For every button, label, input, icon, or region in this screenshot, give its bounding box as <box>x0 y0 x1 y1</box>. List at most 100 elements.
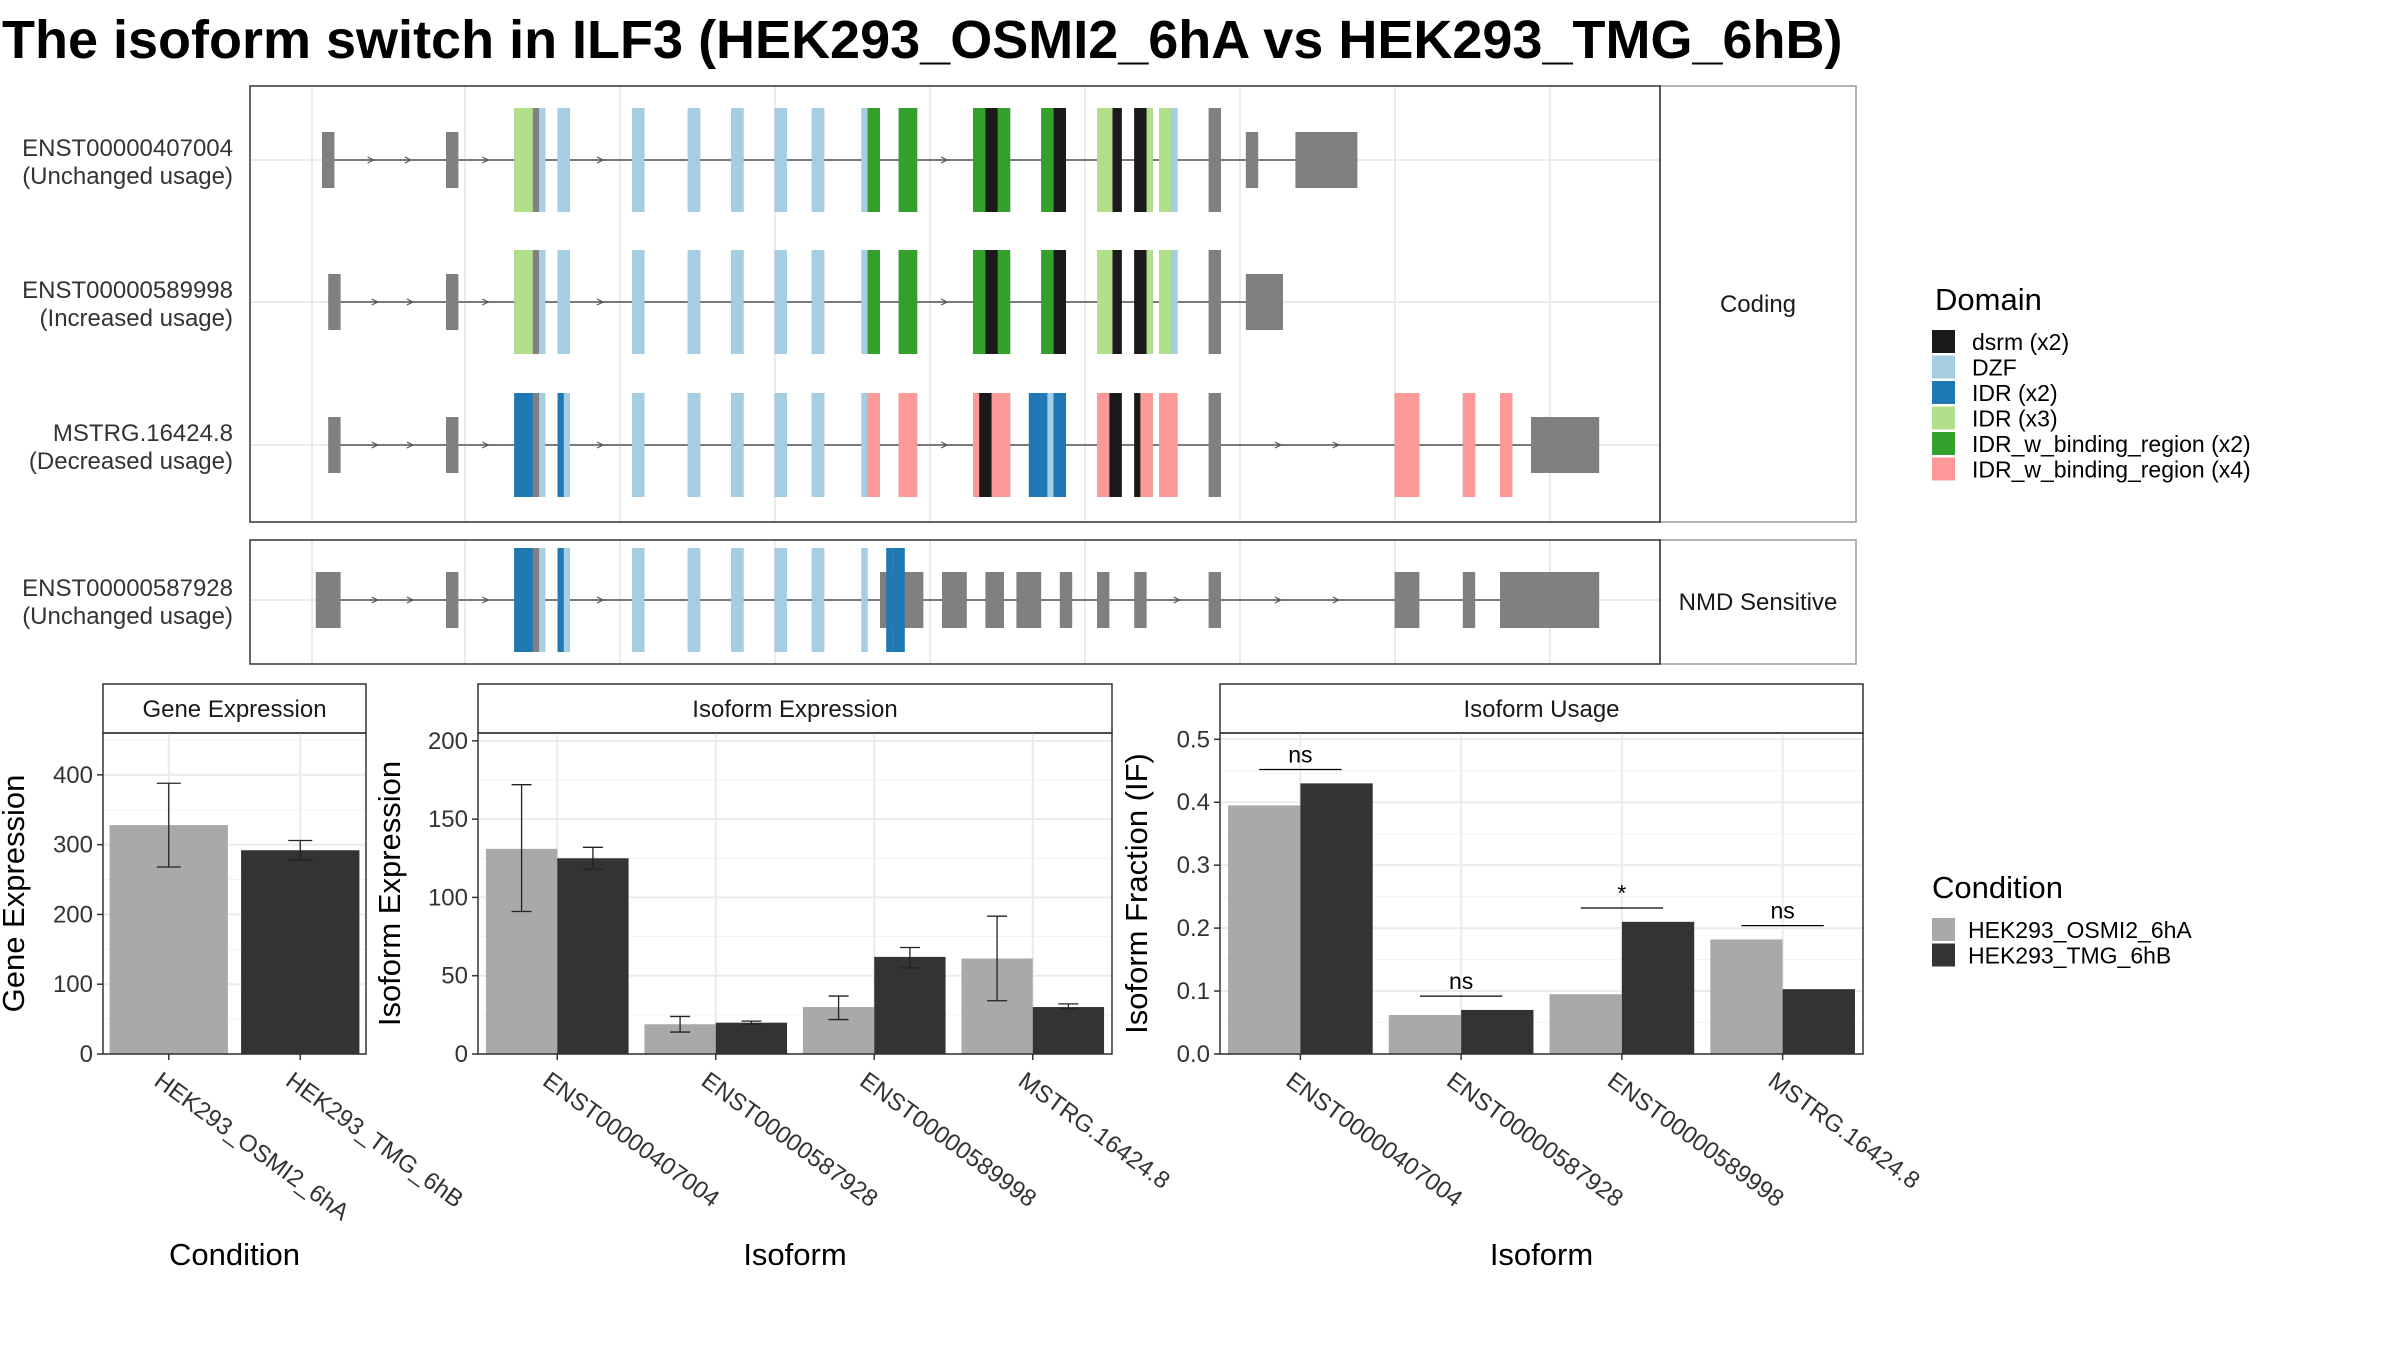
domain-segment <box>563 548 570 652</box>
domain-segment <box>979 393 992 497</box>
y-tick-label: 200 <box>428 728 468 755</box>
domain-segment <box>687 108 701 212</box>
x-axis-title: Isoform <box>1490 1237 1593 1272</box>
domain-segment <box>1041 108 1054 212</box>
domain-segment <box>811 250 825 354</box>
domain-segment <box>867 250 880 354</box>
strand-arrow <box>482 441 490 449</box>
domain-segment <box>1097 393 1110 497</box>
domain-legend-key <box>1932 381 1955 404</box>
bar <box>1032 1007 1105 1054</box>
domain-segment <box>1171 250 1178 354</box>
domain-segment <box>1159 108 1172 212</box>
domain-segment <box>687 250 701 354</box>
y-tick-label: 400 <box>53 762 93 789</box>
transcript-usage-label: (Increased usage) <box>40 305 233 332</box>
domain-segment <box>1462 393 1476 497</box>
strand-arrow <box>406 596 415 604</box>
y-axis-title: Isoform Fraction (IF) <box>1119 753 1154 1034</box>
domain-segment <box>861 108 868 212</box>
transcript-ENST00000587928: ENST00000587928(Unchanged usage) <box>22 548 1600 652</box>
exon <box>1097 572 1110 628</box>
chart-strip <box>477 683 1113 734</box>
domain-segment <box>861 250 868 354</box>
y-tick-label: 100 <box>428 884 468 911</box>
domain-segment <box>731 250 744 354</box>
transcript-usage-label: (Decreased usage) <box>29 448 233 475</box>
condition-legend-label: HEK293_TMG_6hB <box>1968 943 2171 969</box>
domain-legend-label: IDR_w_binding_region (x4) <box>1972 457 2251 483</box>
y-axis-title: Isoform Expression <box>372 761 407 1026</box>
x-axis-title: Isoform <box>743 1237 846 1272</box>
domain-legend-key <box>1932 406 1955 430</box>
exon <box>1208 250 1221 354</box>
y-tick-label: 200 <box>53 901 93 928</box>
facet-strip-label: NMD Sensitive <box>1679 589 1838 616</box>
chart-strip <box>1219 683 1864 734</box>
domain-segment <box>985 250 998 354</box>
domain-segment <box>811 108 825 212</box>
domain-segment <box>774 393 787 497</box>
domain-legend-key <box>1932 355 1955 379</box>
x-tick-label: ENST00000587928 <box>1442 1067 1628 1213</box>
domain-segment <box>861 548 868 652</box>
y-tick-label: 150 <box>428 806 468 833</box>
domain-segment <box>892 548 905 652</box>
domain-segment <box>687 393 701 497</box>
exon <box>322 132 335 188</box>
strand-arrow <box>1274 596 1283 604</box>
strand-arrow <box>596 441 605 449</box>
domain-segment <box>1112 250 1122 354</box>
domain-segment <box>774 548 787 652</box>
strand-arrow <box>406 441 415 449</box>
domain-segment <box>520 548 533 652</box>
plot-border <box>1219 732 1864 1055</box>
bar <box>715 1022 788 1054</box>
domain-legend-label: IDR_w_binding_region (x2) <box>1972 431 2251 457</box>
transcript-id-label: MSTRG.16424.8 <box>53 420 233 447</box>
chart-title: Isoform Expression <box>692 696 897 723</box>
domain-segment <box>731 393 744 497</box>
y-tick-label: 0.5 <box>1177 726 1210 753</box>
structure-panel-nmd-sensitive: NMD Sensitive <box>250 539 1857 665</box>
exon <box>328 417 341 473</box>
significance-label: ns <box>1288 742 1312 768</box>
significance-label: ns <box>1449 968 1473 994</box>
facet-strip <box>1659 85 1857 523</box>
strand-arrow <box>1332 596 1341 604</box>
transcript-id-label: ENST00000589998 <box>22 277 233 304</box>
condition-legend-title: Condition <box>1932 870 2063 905</box>
strand-arrow <box>596 156 605 164</box>
domain-segment <box>1097 250 1113 354</box>
domain-segment <box>557 393 564 497</box>
exon <box>328 274 341 330</box>
y-axis-title: Gene Expression <box>0 775 31 1013</box>
domain-segment <box>539 250 546 354</box>
transcript-ENST00000407004: ENST00000407004(Unchanged usage) <box>22 108 1358 212</box>
exon <box>315 572 341 628</box>
strand-arrow <box>940 298 949 306</box>
domain-segment <box>973 250 986 354</box>
domain-segment <box>514 108 533 212</box>
bar <box>1621 921 1695 1054</box>
domain-legend-key <box>1932 432 1955 455</box>
domain-legend-label: dsrm (x2) <box>1972 329 2069 355</box>
exon <box>1500 572 1600 628</box>
condition-legend-key <box>1932 918 1955 941</box>
transcript-MSTRG.16424.8: MSTRG.16424.8(Decreased usage) <box>29 393 1600 497</box>
x-tick-label: MSTRG.16424.8 <box>1013 1067 1175 1195</box>
chart-isoform-expression: Isoform Expression 0 50 100 150 200 ENST000004… <box>372 683 1175 1272</box>
domain-segment <box>1134 108 1147 212</box>
domain-segment <box>1134 393 1141 497</box>
strand-arrow <box>482 298 490 306</box>
transcript-usage-label: (Unchanged usage) <box>22 603 233 630</box>
chart-title: Gene Expression <box>142 696 326 723</box>
significance-label: ns <box>1770 898 1794 924</box>
exon <box>1245 274 1283 330</box>
y-tick-label: 100 <box>53 971 93 998</box>
strand-arrow <box>367 156 375 164</box>
domain-segment <box>898 393 918 497</box>
domain-segment <box>632 108 645 212</box>
exon <box>1531 417 1600 473</box>
domain-segment <box>1140 393 1153 497</box>
